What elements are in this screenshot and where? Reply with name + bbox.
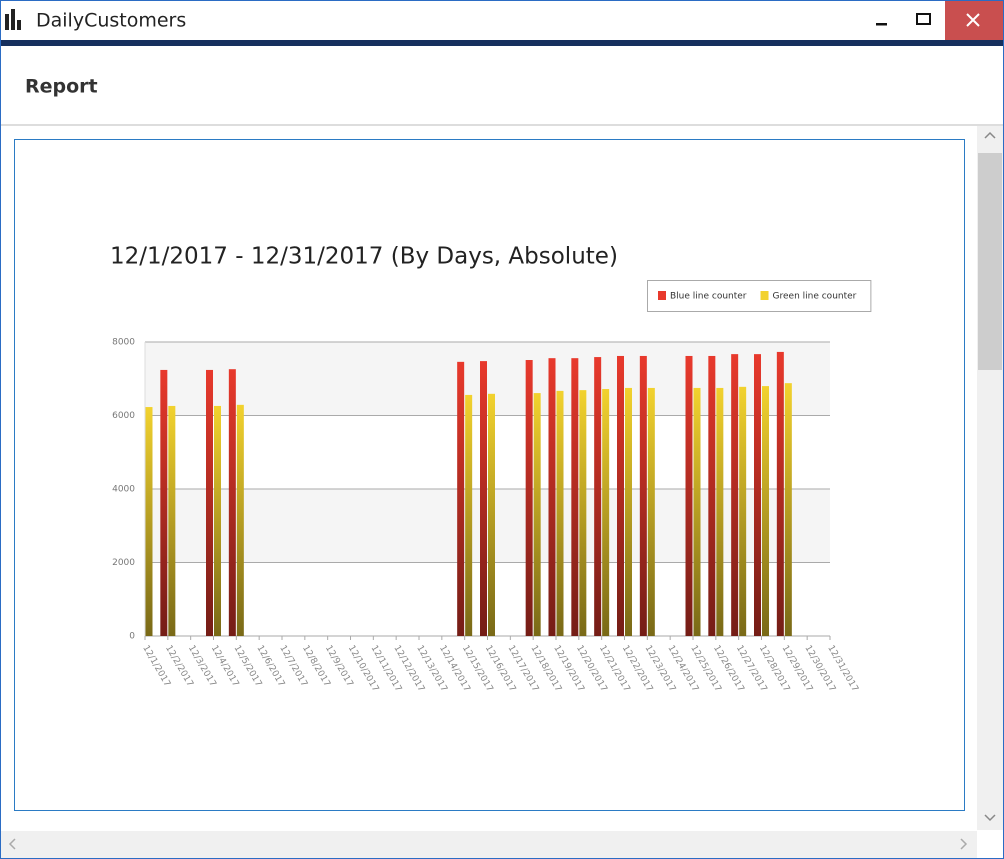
bar — [693, 387, 701, 636]
window-title: DailyCustomers — [36, 10, 186, 32]
plot-band — [145, 489, 830, 563]
bar — [639, 355, 647, 636]
legend-label: Blue line counter — [670, 292, 747, 302]
title-bar-strip — [1, 40, 1003, 46]
minimize-button[interactable] — [876, 23, 887, 26]
bar — [206, 369, 213, 636]
bar — [168, 405, 176, 636]
chart: 0200040006000800012/1/201712/2/201712/3/… — [112, 280, 872, 694]
bar — [625, 387, 632, 636]
bar — [533, 393, 541, 636]
y-tick-label: 8000 — [112, 338, 135, 348]
bar — [525, 360, 533, 636]
bar — [762, 386, 769, 636]
bar — [228, 369, 236, 636]
bar — [571, 358, 579, 636]
bar — [647, 387, 655, 636]
y-tick-label: 0 — [129, 632, 135, 642]
bar — [716, 387, 724, 636]
bar — [739, 386, 747, 636]
bar — [617, 355, 624, 636]
y-tick-label: 6000 — [112, 411, 135, 421]
bar — [214, 405, 221, 636]
bar — [556, 390, 564, 636]
bar — [754, 354, 761, 636]
bar — [708, 355, 716, 636]
bar — [579, 390, 587, 636]
y-tick-label: 4000 — [112, 485, 135, 495]
bar — [685, 355, 693, 636]
y-tick-label: 2000 — [112, 558, 135, 568]
bar — [602, 389, 610, 636]
bar — [480, 361, 487, 636]
legend-label: Green line counter — [773, 292, 857, 302]
plot-band — [145, 342, 830, 416]
bar — [731, 354, 739, 636]
chart-title: 12/1/2017 - 12/31/2017 (By Days, Absolut… — [110, 244, 618, 270]
bar — [488, 393, 495, 636]
bar — [776, 351, 784, 636]
bar — [465, 394, 473, 636]
page-header: Report — [25, 76, 98, 98]
bar — [457, 361, 465, 636]
bar — [548, 358, 556, 636]
legend-swatch — [658, 291, 666, 300]
vertical-scrollbar[interactable] — [977, 126, 1003, 830]
close-button[interactable] — [945, 1, 1003, 40]
bar — [160, 369, 168, 636]
horizontal-scrollbar[interactable] — [1, 831, 977, 858]
bar — [145, 407, 153, 636]
legend-box — [647, 280, 872, 312]
legend-swatch — [760, 291, 769, 300]
app-icon — [5, 9, 21, 30]
maximize-button[interactable] — [916, 13, 931, 25]
bar — [594, 357, 602, 636]
bar — [236, 404, 244, 636]
bar — [784, 383, 792, 636]
